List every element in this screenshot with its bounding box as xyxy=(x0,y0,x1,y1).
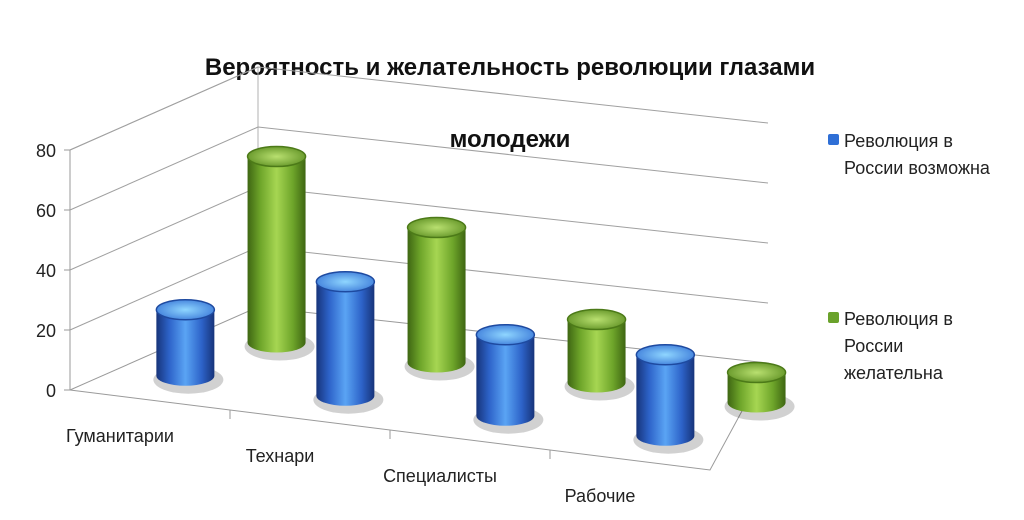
y-tick-label: 20 xyxy=(36,321,56,341)
cylinder-top xyxy=(635,343,696,366)
cylinder-top xyxy=(155,298,216,321)
cylinder-top xyxy=(315,270,376,293)
back-gridline xyxy=(257,66,769,124)
cylinder-top xyxy=(726,361,787,384)
y-tick-label: 0 xyxy=(46,381,56,401)
x-tick-label: Рабочие xyxy=(565,486,636,506)
cylinder-desirable xyxy=(567,319,626,393)
legend-label-desirable: Революция в России желательна xyxy=(844,309,953,383)
x-tick-label: Специалисты xyxy=(383,466,497,486)
side-gridline xyxy=(69,126,259,211)
cylinder-top xyxy=(406,216,467,239)
y-tick-label: 60 xyxy=(36,201,56,221)
back-gridline xyxy=(257,186,769,244)
side-gridline xyxy=(69,246,259,331)
y-tick-label: 80 xyxy=(36,141,56,161)
legend-swatch-blue-icon xyxy=(828,134,839,145)
chart-title-line-1: Вероятность и желательность революции гл… xyxy=(204,54,816,81)
cylinder-desirable xyxy=(727,372,786,413)
cylinder-desirable xyxy=(407,227,466,373)
cylinder-top xyxy=(246,145,307,168)
back-gridline xyxy=(257,246,769,304)
cylinder-top xyxy=(475,323,536,346)
legend-label-possible: Революция в России возможна xyxy=(844,131,990,178)
x-tick-label: Технари xyxy=(246,446,315,466)
cylinder-top xyxy=(566,308,627,331)
cylinder-desirable xyxy=(247,156,306,353)
chart-title-line-2: молодежи xyxy=(449,126,571,153)
cylinder-possible xyxy=(636,354,695,446)
cylinder-possible xyxy=(476,334,535,426)
legend-swatch-green-icon xyxy=(828,312,839,323)
y-tick-label: 40 xyxy=(36,261,56,281)
side-gridline xyxy=(69,186,259,271)
cylinder-possible xyxy=(156,309,215,386)
cylinder-possible xyxy=(316,281,375,406)
side-gridline xyxy=(69,66,259,151)
chart-title: Вероятность и желательность революции гл… xyxy=(150,14,870,158)
x-tick-label: Гуманитарии xyxy=(66,426,174,446)
back-gridline xyxy=(257,126,769,184)
